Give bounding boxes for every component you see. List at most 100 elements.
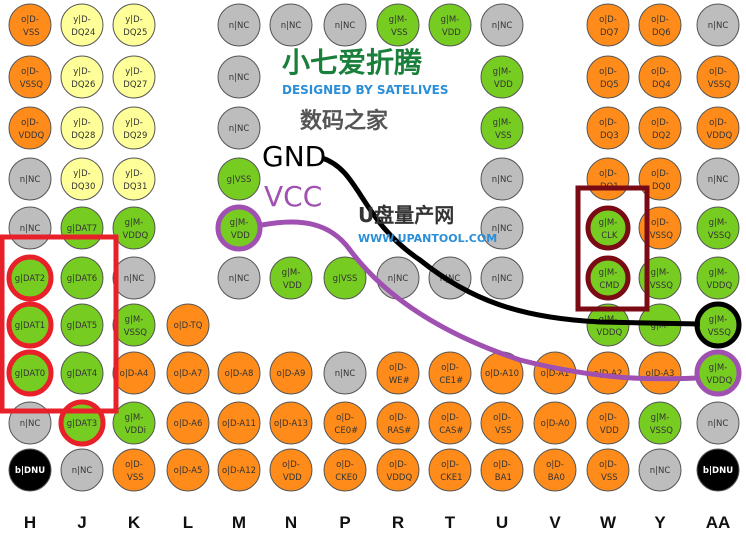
pin-k3: y|D- DQ29	[112, 106, 156, 150]
pin-h1: o|D- VSS	[8, 3, 52, 47]
pin-t9: o|D- CAS#	[428, 401, 472, 445]
pin-ball	[217, 3, 261, 47]
pin-label: o|D-A12	[222, 466, 256, 476]
data-pins-highlight-box	[0, 234, 119, 414]
pin-ball	[323, 401, 367, 445]
pin-ball	[112, 303, 156, 347]
pin-label: o|D- DQ6	[649, 15, 670, 38]
watermark-right-url: WWW.UPANTOOL.COM	[358, 232, 497, 245]
pin-p6: g|VSS	[323, 256, 367, 300]
pin-ball	[586, 448, 630, 492]
pin-j7: g|DAT5	[60, 303, 104, 347]
pin-r1: g|M- VSS	[376, 3, 420, 47]
pin-u4: n|NC	[480, 157, 524, 201]
pin-label: b|DNU	[15, 466, 45, 476]
pin-ball	[217, 256, 261, 300]
pin-ball	[60, 303, 104, 347]
pin-label: n|NC	[335, 21, 356, 31]
pin-label: g|M- VSSQ	[121, 315, 147, 338]
pin-label: o|D- VSSQ	[17, 67, 43, 90]
pin-y3: o|D- DQ2	[638, 106, 682, 150]
pin-label: g|DAT0	[15, 369, 45, 379]
pin-ball	[217, 351, 261, 395]
pin-ball	[696, 206, 740, 250]
pin-ball	[323, 351, 367, 395]
data-pin-ring	[6, 254, 54, 302]
pin-ball	[586, 106, 630, 150]
pin-u9: o|D- VSS	[480, 401, 524, 445]
pin-ball	[112, 206, 156, 250]
pin-label: g|VSS	[227, 175, 252, 185]
pin-ball	[166, 351, 210, 395]
pin-k8: o|D-A4	[112, 351, 156, 395]
pin-ball	[586, 55, 630, 99]
pin-ball	[112, 3, 156, 47]
pin-m9: o|D-A11	[217, 401, 261, 445]
pin-label: o|D- DQ3	[597, 118, 618, 141]
pin-label: o|D-A9	[277, 369, 306, 379]
pin-label: y|D- DQ24	[69, 15, 96, 38]
pin-label: o|D-A1	[541, 369, 570, 379]
pin-ball	[696, 55, 740, 99]
pin-label: y|D- DQ25	[121, 15, 148, 38]
pin-j2: y|D- DQ26	[60, 55, 104, 99]
pin-h5: n|NC	[8, 206, 52, 250]
pin-label: g|DAT7	[67, 224, 97, 234]
column-label-k: K	[128, 513, 141, 532]
pin-ball	[8, 3, 52, 47]
pin-k4: y|D- DQ31	[112, 157, 156, 201]
watermark-right-cn-bottom: U盘量产网	[358, 203, 454, 227]
pin-label: g|DAT4	[67, 369, 97, 379]
pin-ball	[60, 448, 104, 492]
pin-w2: o|D- DQ5	[586, 55, 630, 99]
pin-label: g|M- VSSQ	[705, 315, 731, 338]
pin-ball	[533, 401, 577, 445]
pin-label: o|D- DQ7	[597, 15, 618, 38]
pin-m3: n|NC	[217, 106, 261, 150]
pin-l9: o|D-A6	[166, 401, 210, 445]
pin-u3: g|M- VSS	[480, 106, 524, 150]
pin-ball	[8, 157, 52, 201]
pin-label: o|D- VSS	[20, 15, 39, 38]
pin-label: o|D- CKE0	[333, 460, 358, 483]
pin-label: g|M- VSS	[388, 15, 407, 38]
pin-aa2: o|D- VSSQ	[696, 55, 740, 99]
pin-ball	[323, 3, 367, 47]
pin-label: g|M- CLK	[599, 218, 618, 241]
pin-label: o|D- VDDQ	[384, 460, 413, 483]
pin-aa1: n|NC	[696, 3, 740, 47]
pin-ball	[480, 401, 524, 445]
pin-ball	[696, 3, 740, 47]
pin-label: y|D- DQ26	[69, 67, 96, 90]
pin-w4: o|D- DQ1	[586, 157, 630, 201]
pin-k2: y|D- DQ27	[112, 55, 156, 99]
pin-l10: o|D-A5	[166, 448, 210, 492]
pin-k5: g|M- VDDQ	[112, 206, 156, 250]
pin-aa9: n|NC	[696, 401, 740, 445]
pin-ball	[217, 106, 261, 150]
pin-label: o|D- VDDQ	[704, 118, 733, 141]
column-label-p: P	[339, 513, 350, 532]
pin-y8: o|D-A3	[638, 351, 682, 395]
pin-j5: g|DAT7	[60, 206, 104, 250]
pin-ball	[586, 157, 630, 201]
pin-label: n|NC	[229, 274, 250, 284]
pin-ball	[8, 55, 52, 99]
pin-t6: n|NC	[428, 256, 472, 300]
pin-j1: y|D- DQ24	[60, 3, 104, 47]
pin-ball	[696, 106, 740, 150]
pin-label: g|DAT3	[67, 419, 97, 429]
pin-m6: n|NC	[217, 256, 261, 300]
pin-label: g|VSS	[333, 274, 358, 284]
vcc-wire	[261, 219, 698, 382]
pin-label: g|DAT5	[67, 321, 97, 331]
pin-j3: y|D- DQ28	[60, 106, 104, 150]
watermark-right-cn-top: 数码之家	[300, 108, 389, 134]
pin-ball	[376, 401, 420, 445]
pin-ball	[60, 106, 104, 150]
pin-label: o|D- VSSQ	[705, 67, 731, 90]
pin-label: n|NC	[492, 21, 513, 31]
pin-label: o|D- VSS	[124, 460, 143, 483]
pin-ball	[480, 157, 524, 201]
pin-aa10: b|DNU	[696, 448, 740, 492]
